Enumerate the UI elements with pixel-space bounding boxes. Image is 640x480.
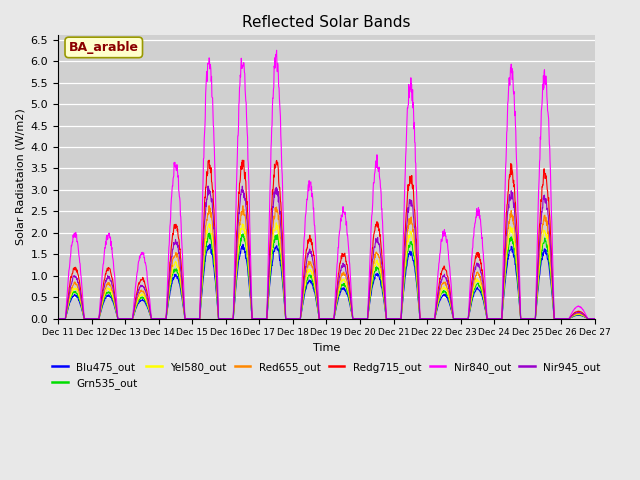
Red655_out bbox=[205, 203, 213, 208]
Nir840_out bbox=[138, 252, 146, 257]
Red655_out bbox=[532, 311, 540, 316]
Red655_out bbox=[453, 316, 461, 322]
Yel580_out bbox=[532, 312, 540, 317]
Line: Grn535_out: Grn535_out bbox=[58, 233, 595, 319]
Title: Reflected Solar Bands: Reflected Solar Bands bbox=[242, 15, 411, 30]
Line: Redg715_out: Redg715_out bbox=[58, 160, 595, 319]
Nir945_out bbox=[54, 316, 62, 322]
Yel580_out bbox=[138, 291, 146, 297]
Nir840_out bbox=[532, 303, 540, 309]
Blu475_out bbox=[54, 316, 62, 322]
Nir945_out bbox=[584, 316, 592, 322]
Nir840_out bbox=[54, 316, 62, 322]
Text: BA_arable: BA_arable bbox=[68, 41, 139, 54]
Yel580_out bbox=[273, 220, 280, 226]
Redg715_out bbox=[584, 316, 592, 322]
Nir945_out bbox=[532, 309, 540, 315]
Red655_out bbox=[303, 268, 310, 274]
Nir840_out bbox=[591, 316, 598, 322]
Yel580_out bbox=[54, 316, 62, 322]
Nir840_out bbox=[453, 316, 461, 322]
Redg715_out bbox=[303, 247, 310, 252]
Nir945_out bbox=[138, 283, 146, 289]
Nir840_out bbox=[273, 48, 280, 53]
Redg715_out bbox=[453, 316, 461, 322]
Blu475_out bbox=[591, 316, 598, 322]
Nir840_out bbox=[312, 254, 320, 260]
Line: Yel580_out: Yel580_out bbox=[58, 223, 595, 319]
Grn535_out bbox=[584, 316, 592, 322]
Blu475_out bbox=[206, 241, 214, 247]
Blu475_out bbox=[138, 298, 146, 303]
Grn535_out bbox=[206, 230, 214, 236]
Grn535_out bbox=[453, 316, 461, 322]
Red655_out bbox=[54, 316, 62, 322]
Redg715_out bbox=[138, 277, 146, 283]
Nir840_out bbox=[303, 204, 310, 210]
Blu475_out bbox=[453, 316, 461, 322]
Blu475_out bbox=[532, 312, 540, 318]
Grn535_out bbox=[54, 316, 62, 322]
Blu475_out bbox=[584, 316, 592, 322]
Yel580_out bbox=[584, 316, 592, 322]
Grn535_out bbox=[591, 316, 598, 322]
Blu475_out bbox=[303, 286, 310, 291]
Redg715_out bbox=[591, 316, 598, 322]
Redg715_out bbox=[312, 281, 320, 287]
X-axis label: Time: Time bbox=[313, 343, 340, 353]
Red655_out bbox=[584, 316, 592, 322]
Yel580_out bbox=[453, 316, 461, 322]
Grn535_out bbox=[312, 298, 320, 303]
Nir945_out bbox=[312, 287, 320, 292]
Grn535_out bbox=[138, 295, 146, 300]
Y-axis label: Solar Radiataion (W/m2): Solar Radiataion (W/m2) bbox=[15, 108, 25, 245]
Line: Red655_out: Red655_out bbox=[58, 205, 595, 319]
Nir945_out bbox=[204, 183, 212, 189]
Grn535_out bbox=[303, 280, 310, 286]
Legend: Blu475_out, Grn535_out, Yel580_out, Red655_out, Redg715_out, Nir840_out, Nir945_: Blu475_out, Grn535_out, Yel580_out, Red6… bbox=[48, 358, 605, 393]
Grn535_out bbox=[532, 312, 540, 318]
Redg715_out bbox=[532, 308, 540, 314]
Line: Nir945_out: Nir945_out bbox=[58, 186, 595, 319]
Yel580_out bbox=[303, 274, 310, 280]
Nir840_out bbox=[584, 316, 592, 322]
Red655_out bbox=[591, 316, 598, 322]
Red655_out bbox=[138, 288, 146, 294]
Yel580_out bbox=[591, 316, 598, 322]
Redg715_out bbox=[239, 157, 246, 163]
Line: Nir840_out: Nir840_out bbox=[58, 50, 595, 319]
Redg715_out bbox=[54, 316, 62, 322]
Red655_out bbox=[312, 291, 320, 297]
Nir945_out bbox=[453, 316, 461, 322]
Blu475_out bbox=[312, 300, 320, 305]
Yel580_out bbox=[312, 295, 320, 301]
Nir945_out bbox=[303, 260, 310, 266]
Line: Blu475_out: Blu475_out bbox=[58, 244, 595, 319]
Nir945_out bbox=[591, 316, 598, 322]
